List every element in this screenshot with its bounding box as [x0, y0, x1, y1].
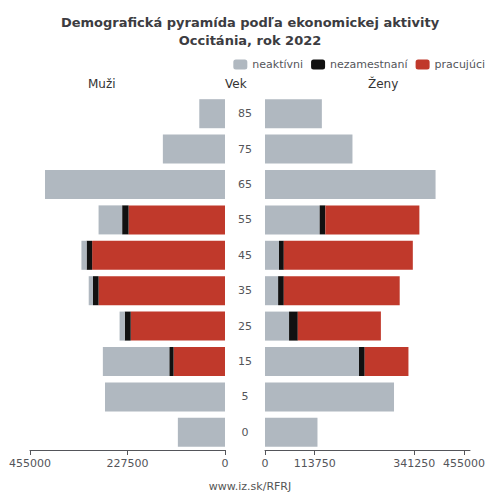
- svg-text:455000: 455000: [9, 457, 51, 470]
- svg-text:0: 0: [222, 457, 229, 470]
- svg-text:0: 0: [262, 457, 269, 470]
- svg-text:0: 0: [242, 426, 249, 439]
- svg-text:www.iz.sk/RFRJ: www.iz.sk/RFRJ: [209, 480, 291, 493]
- svg-text:Demografická pyramída podľa ek: Demografická pyramída podľa ekonomickej …: [61, 15, 440, 30]
- svg-text:45: 45: [238, 249, 252, 262]
- svg-text:227500: 227500: [107, 457, 149, 470]
- svg-text:15: 15: [238, 355, 252, 368]
- svg-text:nezamestnaní: nezamestnaní: [330, 58, 408, 71]
- svg-text:Ženy: Ženy: [368, 76, 398, 91]
- svg-text:Muži: Muži: [88, 77, 116, 91]
- svg-text:75: 75: [238, 143, 252, 156]
- svg-text:65: 65: [238, 178, 252, 191]
- svg-text:pracujúci: pracujúci: [435, 58, 485, 71]
- svg-text:341250: 341250: [393, 457, 435, 470]
- svg-text:113750: 113750: [294, 457, 336, 470]
- svg-text:25: 25: [238, 320, 252, 333]
- svg-text:Occitánia, rok 2022: Occitánia, rok 2022: [179, 33, 322, 48]
- svg-text:35: 35: [238, 284, 252, 297]
- svg-text:5: 5: [242, 390, 249, 403]
- svg-text:55: 55: [238, 213, 252, 226]
- svg-text:neaktívni: neaktívni: [252, 58, 303, 71]
- svg-text:Vek: Vek: [225, 77, 247, 91]
- svg-text:85: 85: [238, 107, 252, 120]
- svg-text:455000: 455000: [443, 457, 485, 470]
